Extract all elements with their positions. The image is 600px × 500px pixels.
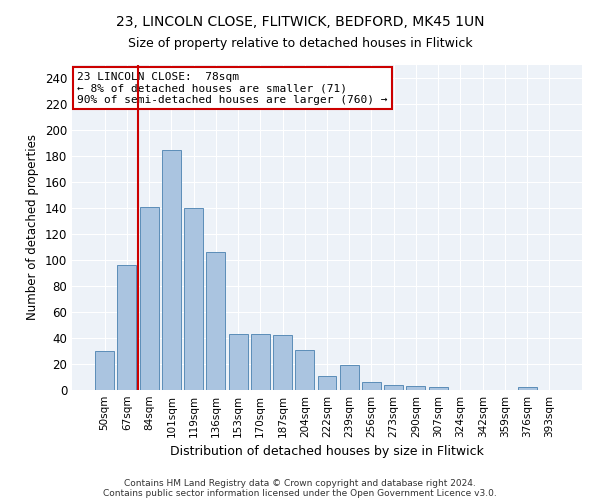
Bar (162, 150, 181, 390)
Bar (273, 336, 292, 390)
Text: 23, LINCOLN CLOSE, FLITWICK, BEDFORD, MK45 1UN: 23, LINCOLN CLOSE, FLITWICK, BEDFORD, MK… (116, 15, 484, 29)
Bar (406, 386, 425, 390)
Text: Size of property relative to detached houses in Flitwick: Size of property relative to detached ho… (128, 38, 472, 51)
Bar (140, 206, 158, 390)
Bar (340, 366, 359, 390)
Bar (317, 376, 337, 390)
Bar (251, 334, 270, 390)
X-axis label: Distribution of detached houses by size in Flitwick: Distribution of detached houses by size … (170, 446, 484, 458)
Text: Contains HM Land Registry data © Crown copyright and database right 2024.: Contains HM Land Registry data © Crown c… (124, 478, 476, 488)
Bar (295, 350, 314, 390)
Text: Contains public sector information licensed under the Open Government Licence v3: Contains public sector information licen… (103, 488, 497, 498)
Bar (384, 385, 403, 390)
Y-axis label: Number of detached properties: Number of detached properties (26, 134, 39, 320)
Text: 23 LINCOLN CLOSE:  78sqm
← 8% of detached houses are smaller (71)
90% of semi-de: 23 LINCOLN CLOSE: 78sqm ← 8% of detached… (77, 72, 388, 104)
Bar (206, 252, 225, 390)
Bar (229, 334, 248, 390)
Bar (184, 208, 203, 390)
Bar (518, 388, 536, 390)
Bar (118, 265, 136, 390)
Bar (429, 388, 448, 390)
Bar (95, 351, 114, 390)
Bar (362, 382, 381, 390)
